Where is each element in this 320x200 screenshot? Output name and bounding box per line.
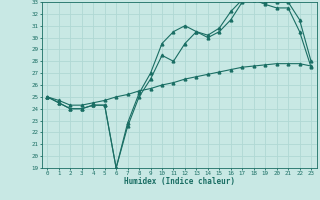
X-axis label: Humidex (Indice chaleur): Humidex (Indice chaleur): [124, 177, 235, 186]
